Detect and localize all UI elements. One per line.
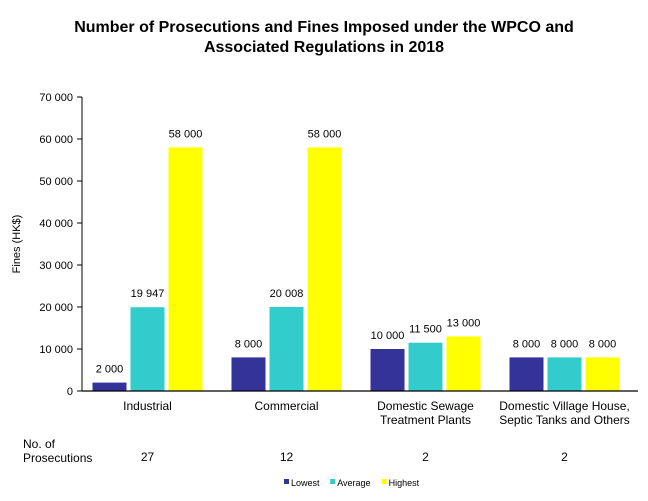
prosecutions-value: 2 <box>422 450 429 464</box>
data-label: 2 000 <box>96 364 124 376</box>
data-label: 58 000 <box>308 128 342 140</box>
data-label: 8 000 <box>235 338 263 350</box>
y-axis-label: Fines (HK$) <box>11 215 23 274</box>
x-tick-label: Industrial <box>123 399 172 413</box>
chart-title-line: Associated Regulations in 2018 <box>204 39 444 56</box>
bar-highest <box>307 147 342 391</box>
x-axis: Industrial Commercial Domestic SewageTreat… <box>82 390 638 427</box>
y-tick-label: 20 000 <box>39 302 73 314</box>
bar-highest <box>446 336 481 391</box>
bar-highest <box>168 147 203 391</box>
y-axis: 0 10 000 20 000 30 000 40 000 50 000 60 000 70 … <box>11 92 83 398</box>
bar-average <box>130 307 165 391</box>
legend-label: Lowest <box>291 478 320 488</box>
legend-label: Highest <box>389 478 420 488</box>
bar-highest <box>585 357 620 391</box>
x-tick-label: Treatment Plants <box>380 413 471 427</box>
y-tick-label: 70 000 <box>39 92 73 104</box>
y-tick-label: 10 000 <box>39 344 73 356</box>
x-tick-label: Domestic Village House, <box>499 399 630 413</box>
data-label: 10 000 <box>371 330 405 342</box>
data-label: 13 000 <box>447 317 481 329</box>
legend: Lowest Average Highest <box>284 478 420 488</box>
prosecutions-label: No. of <box>23 437 56 451</box>
prosecutions-value: 2 <box>561 450 568 464</box>
chart-title: Number of Prosecutions and Fines Imposed… <box>74 19 574 56</box>
x-tick-label: Septic Tanks and Others <box>499 413 630 427</box>
x-tick-label: Commercial <box>254 399 318 413</box>
y-tick-label: 0 <box>67 386 73 398</box>
prosecutions-value: 27 <box>141 450 155 464</box>
y-tick-label: 40 000 <box>39 218 73 230</box>
data-label: 8 000 <box>513 338 541 350</box>
data-label: 58 000 <box>169 128 203 140</box>
legend-swatch-average <box>330 479 336 484</box>
bar-lowest <box>231 357 266 391</box>
y-tick-label: 30 000 <box>39 260 73 272</box>
legend-label: Average <box>337 478 370 488</box>
y-tick-label: 50 000 <box>39 176 73 188</box>
data-label: 8 000 <box>551 338 579 350</box>
bar-lowest <box>509 357 544 391</box>
bar-lowest <box>92 382 127 391</box>
legend-swatch-lowest <box>284 479 289 484</box>
prosecutions-value: 12 <box>280 450 294 464</box>
x-tick-label: Domestic Sewage <box>377 399 474 413</box>
data-label: 8 000 <box>589 338 617 350</box>
bar-average <box>408 342 443 391</box>
bar-lowest <box>370 349 405 391</box>
bars: 2 000 19 947 58 000 8 000 20 008 58 000 10 000… <box>92 128 620 391</box>
bar-average <box>547 357 582 391</box>
data-label: 19 947 <box>131 288 165 300</box>
data-label: 20 008 <box>270 288 304 300</box>
bar-average <box>269 306 304 391</box>
prosecutions-label: Prosecutions <box>23 451 92 465</box>
legend-swatch-highest <box>381 479 387 484</box>
y-tick-label: 60 000 <box>39 134 73 146</box>
chart-title-line: Number of Prosecutions and Fines Imposed… <box>74 19 574 36</box>
data-label: 11 500 <box>409 324 442 336</box>
